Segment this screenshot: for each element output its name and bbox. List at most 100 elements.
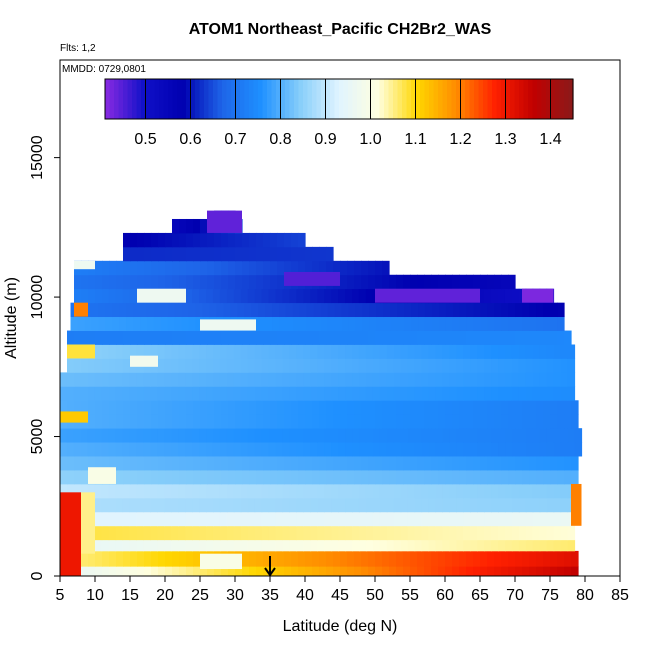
heatmap-cell xyxy=(115,442,124,457)
heatmap-cell xyxy=(115,344,124,359)
heatmap-cell xyxy=(263,232,271,248)
heatmap-cell xyxy=(282,386,291,401)
heatmap-cell xyxy=(445,550,453,567)
heatmap-cell xyxy=(317,539,325,552)
heatmap-cell xyxy=(296,428,304,443)
heatmap-cell xyxy=(289,386,297,401)
heatmap-cell xyxy=(324,497,332,513)
heatmap-cell xyxy=(324,511,332,527)
heatmap-cell xyxy=(289,511,297,527)
heatmap-cell xyxy=(435,539,443,552)
heatmap-cell xyxy=(515,302,523,318)
heatmap-cell xyxy=(261,386,270,401)
heatmap-cell xyxy=(289,358,298,373)
heatmap-cell xyxy=(480,330,488,345)
heatmap-cell xyxy=(504,525,513,541)
heatmap-cell xyxy=(185,497,193,513)
heatmap-cell xyxy=(546,511,555,527)
heatmap-cell xyxy=(501,470,509,485)
heatmap-cell xyxy=(550,414,558,429)
heatmap-cell xyxy=(235,566,243,577)
heatmap-cell xyxy=(557,550,565,567)
colorbar-swatch xyxy=(127,79,133,119)
heatmap-cell xyxy=(361,330,369,345)
heatmap-cell xyxy=(372,442,381,457)
heatmap-cell xyxy=(95,566,103,577)
heatmap-cell xyxy=(206,483,214,499)
heatmap-patch xyxy=(60,411,88,423)
heatmap-cell xyxy=(498,428,506,443)
heatmap-cell xyxy=(115,358,124,373)
heatmap-cell xyxy=(109,566,117,577)
heatmap-cell xyxy=(553,428,562,443)
heatmap-cell xyxy=(428,442,437,457)
heatmap-cell xyxy=(157,483,165,499)
heatmap-cell xyxy=(431,274,439,290)
heatmap-cell xyxy=(386,497,395,513)
heatmap-cell xyxy=(256,274,264,290)
y-tick-label: 5000 xyxy=(29,419,46,455)
heatmap-cell xyxy=(352,358,360,373)
heatmap-cell xyxy=(375,400,383,415)
heatmap-cell xyxy=(88,550,96,567)
heatmap-cell xyxy=(214,232,222,248)
heatmap-cell xyxy=(372,525,381,541)
heatmap-cell xyxy=(480,566,488,577)
heatmap-cell xyxy=(345,442,353,457)
heatmap-cell xyxy=(88,400,96,415)
heatmap-cell xyxy=(143,511,151,527)
heatmap-cell xyxy=(178,358,186,373)
heatmap-cell xyxy=(157,511,165,527)
heatmap-patch xyxy=(130,355,158,367)
heatmap-cell xyxy=(410,330,418,345)
heatmap-cell xyxy=(158,400,166,415)
heatmap-cell xyxy=(326,246,334,262)
x-tick-label: 20 xyxy=(156,587,174,604)
x-tick-label: 35 xyxy=(261,587,279,604)
heatmap-cell xyxy=(515,316,523,331)
heatmap-cell xyxy=(122,358,131,373)
heatmap-cell xyxy=(407,344,416,359)
heatmap-cell xyxy=(317,497,325,513)
heatmap-cell xyxy=(410,274,418,290)
colorbar-swatch xyxy=(411,79,417,119)
heatmap-cell xyxy=(240,358,249,373)
heatmap-cell xyxy=(354,400,362,415)
heatmap-cell xyxy=(567,386,576,401)
heatmap-cell xyxy=(574,442,583,457)
heatmap-cell xyxy=(574,428,583,443)
heatmap-cell xyxy=(136,372,145,387)
heatmap-cell xyxy=(379,344,388,359)
heatmap-cell xyxy=(326,414,334,429)
heatmap-cell xyxy=(193,232,201,248)
heatmap-cell xyxy=(179,274,187,290)
heatmap-cell xyxy=(277,550,285,567)
heatmap-cell xyxy=(164,428,172,443)
heatmap-cell xyxy=(192,344,200,359)
heatmap-cell xyxy=(375,260,383,276)
heatmap-cell xyxy=(221,232,229,248)
heatmap-cell xyxy=(137,566,145,577)
heatmap-cell xyxy=(567,344,576,359)
heatmap-cell xyxy=(564,566,572,577)
heatmap-patch xyxy=(88,467,116,484)
heatmap-cell xyxy=(567,372,576,387)
heatmap-cell xyxy=(333,414,341,429)
heatmap-cell xyxy=(508,470,516,485)
heatmap-cell xyxy=(235,232,243,248)
heatmap-cell xyxy=(192,525,200,541)
heatmap-cell xyxy=(144,232,152,248)
heatmap-cell xyxy=(407,539,416,552)
heatmap-cell xyxy=(279,302,287,318)
heatmap-cell xyxy=(539,511,548,527)
heatmap-cell xyxy=(157,428,165,443)
heatmap-cell xyxy=(445,456,453,471)
heatmap-cell xyxy=(438,274,446,290)
colorbar-swatch xyxy=(258,79,264,119)
heatmap-cell xyxy=(206,428,214,443)
heatmap-cell xyxy=(421,539,430,552)
colorbar-swatch xyxy=(123,79,129,119)
heatmap-cell xyxy=(487,456,495,471)
heatmap-cell xyxy=(115,497,124,513)
heatmap-cell xyxy=(518,511,527,527)
